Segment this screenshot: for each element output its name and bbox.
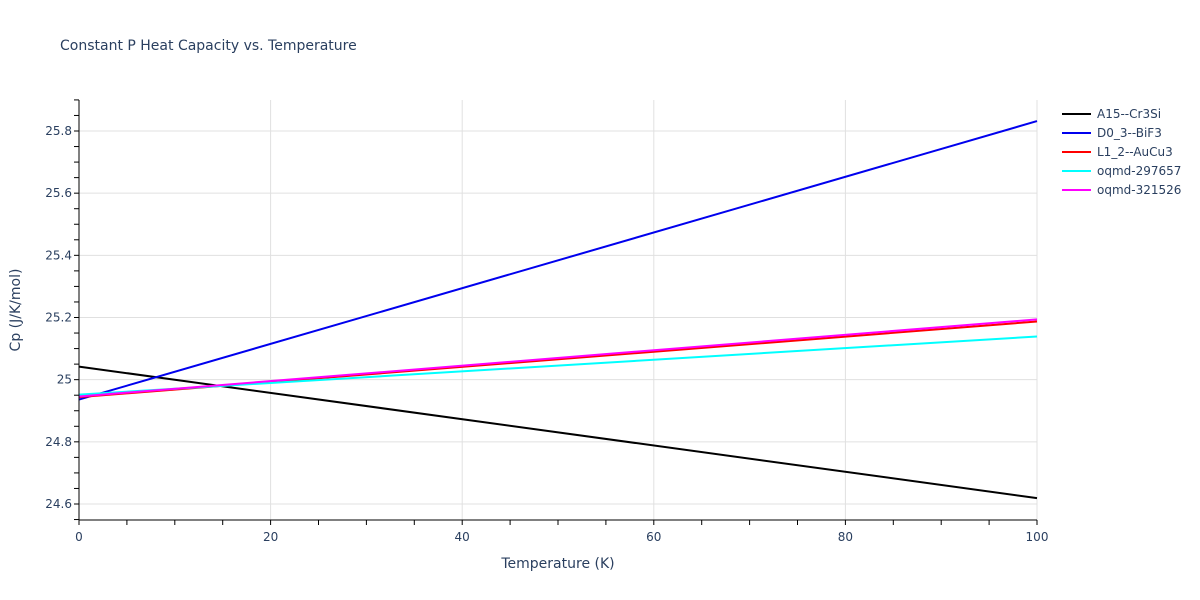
plot-area[interactable]: [78, 120, 1038, 500]
legend-label: A15--Cr3Si: [1097, 107, 1161, 121]
legend: A15--Cr3Si D0_3--BiF3 L1_2--AuCu3 oqmd-2976…: [1062, 107, 1181, 197]
legend-item[interactable]: oqmd-297657: [1062, 164, 1181, 178]
chart-title: Constant P Heat Capacity vs. Temperature: [60, 38, 357, 54]
y-tick-label: 25.6: [45, 186, 72, 200]
series-line-oqmd-321526[interactable]: [78, 318, 1038, 398]
y-tick-label: 25.2: [45, 311, 72, 325]
legend-label: oqmd-321526: [1097, 183, 1181, 197]
x-tick-label: 20: [263, 530, 278, 544]
series-line-d0-3-bif3[interactable]: [78, 120, 1038, 401]
y-tick-label: 24.6: [45, 497, 72, 511]
x-axis-title: Temperature (K): [500, 556, 614, 572]
y-tick-label: 25.4: [45, 248, 72, 262]
y-axis-title: Cp (J/K/mol): [8, 269, 24, 352]
legend-label: oqmd-297657: [1097, 164, 1181, 178]
axis-ticks: 0 20 40 60 80 100 24.6 24.8 25 25.2 25.4 25.6 25.8: [45, 99, 1049, 544]
legend-label: D0_3--BiF3: [1097, 126, 1162, 140]
series-line-oqmd-297657[interactable]: [78, 335, 1038, 396]
legend-item[interactable]: oqmd-321526: [1062, 183, 1181, 197]
legend-item[interactable]: D0_3--BiF3: [1062, 126, 1162, 140]
legend-label: L1_2--AuCu3: [1097, 145, 1173, 159]
legend-item[interactable]: L1_2--AuCu3: [1062, 145, 1173, 159]
series-line-a15-cr3si[interactable]: [78, 365, 1038, 500]
y-tick-label: 25: [57, 373, 72, 387]
grid-lines: [79, 100, 1038, 520]
y-tick-label: 24.8: [45, 435, 72, 449]
x-tick-label: 40: [455, 530, 470, 544]
y-tick-label: 25.8: [45, 124, 72, 138]
x-tick-label: 0: [75, 530, 83, 544]
legend-item[interactable]: A15--Cr3Si: [1062, 107, 1161, 121]
x-tick-label: 80: [838, 530, 853, 544]
x-tick-label: 100: [1026, 530, 1049, 544]
x-tick-label: 60: [646, 530, 661, 544]
